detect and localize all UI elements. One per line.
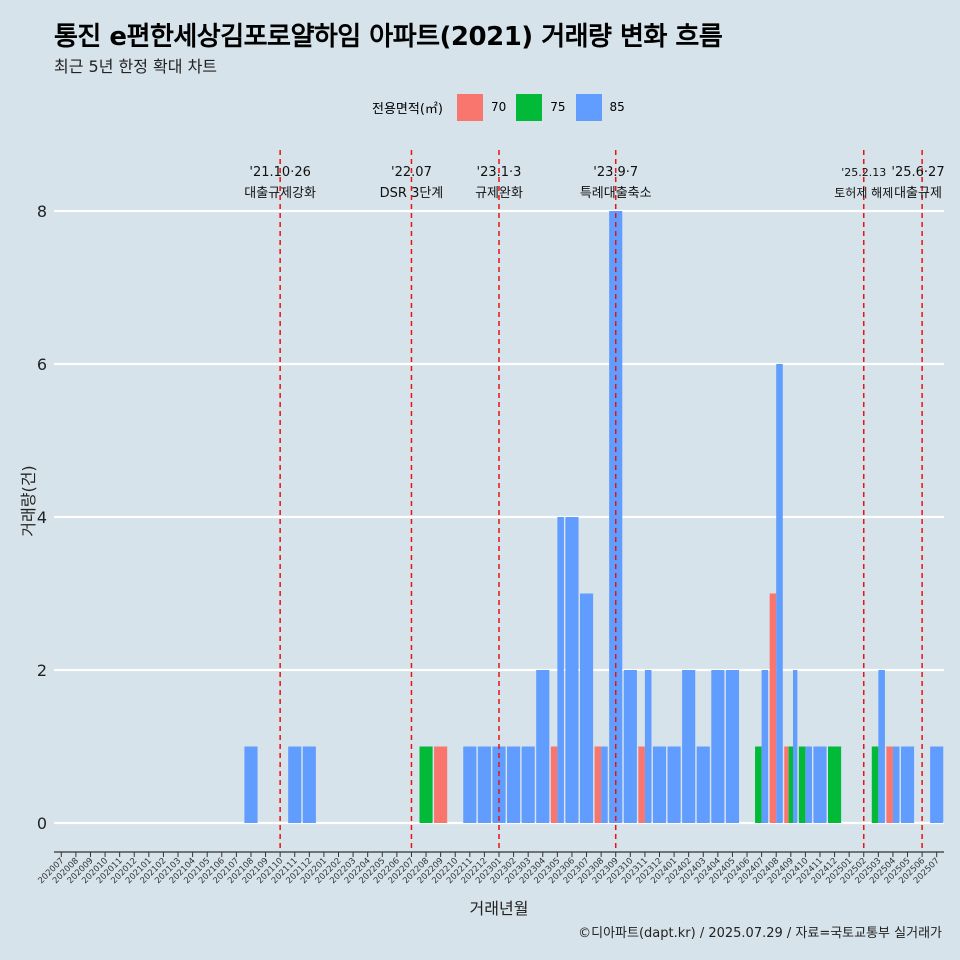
x-axis-title: 거래년월 xyxy=(470,899,529,918)
legend-item-85: 85 xyxy=(575,93,625,121)
bar-85-202112 xyxy=(302,746,316,823)
y-tick-label-8: 8 xyxy=(37,202,47,221)
y-tick-label-4: 4 xyxy=(37,508,47,527)
event-date-202506: '25.6·27 xyxy=(891,165,944,180)
legend-swatch-75 xyxy=(516,93,543,121)
bar-85-202407 xyxy=(761,670,769,823)
bar-85-202507 xyxy=(930,746,944,823)
event-date-202207: '22.07 xyxy=(391,165,432,180)
bar-85-202505 xyxy=(900,746,915,823)
event-label-202309: 특례대출축소 xyxy=(580,186,652,201)
bar-85-202211 xyxy=(463,746,477,823)
bar-85-202504 xyxy=(892,746,900,823)
event-date-202502: '25.2.13 xyxy=(841,166,886,179)
bar-85-202405 xyxy=(725,670,740,823)
bar-85-202503 xyxy=(878,670,885,823)
legend-swatch-85 xyxy=(575,93,602,121)
bar-85-202404 xyxy=(711,670,725,823)
bar-85-202304 xyxy=(536,670,550,823)
bar-85-202312 xyxy=(652,746,667,823)
legend-label-75: 75 xyxy=(550,100,566,114)
bar-75-202208 xyxy=(419,746,433,823)
bar-85-202212 xyxy=(477,746,491,823)
bar-70-202409 xyxy=(784,746,789,823)
event-label-202506: 대출규제 xyxy=(894,186,942,201)
bar-85-202307 xyxy=(579,593,594,823)
bar-85-202402 xyxy=(682,670,696,823)
bar-70-202308 xyxy=(594,746,602,823)
bar-85-202311 xyxy=(644,670,652,823)
bar-85-202309 xyxy=(609,211,623,823)
legend-item-75: 75 xyxy=(516,93,566,121)
bar-85-202111 xyxy=(288,746,302,823)
bar-85-202310 xyxy=(623,670,637,823)
bar-75-202409 xyxy=(788,746,793,823)
event-date-202301: '23.1·3 xyxy=(477,165,522,180)
bar-85-202305 xyxy=(557,517,564,823)
bar-85-202411 xyxy=(813,746,827,823)
legend-title: 전용면적(㎡) xyxy=(372,101,443,117)
bar-70-202305 xyxy=(550,746,558,823)
bar-70-202209 xyxy=(434,746,448,823)
bar-75-202410 xyxy=(798,746,806,823)
legend-swatch-70 xyxy=(456,93,483,121)
legend-label-85: 85 xyxy=(609,100,625,114)
bar-70-202311 xyxy=(638,746,645,823)
bar-70-202504 xyxy=(886,746,893,823)
legend: 전용면적(㎡) 70 75 85 xyxy=(372,92,635,122)
bar-85-202108 xyxy=(244,746,258,823)
event-date-202110: '21.10·26 xyxy=(249,165,310,180)
event-label-202301: 규제완화 xyxy=(475,186,523,201)
source-caption: ©디아파트(dapt.kr) / 2025.07.29 / 자료=국토교통부 실… xyxy=(578,926,942,941)
bar-70-202408 xyxy=(769,593,777,823)
bar-85-202302 xyxy=(507,746,521,823)
bar-85-202306 xyxy=(565,517,579,823)
event-label-202207: DSR 3단계 xyxy=(380,186,444,201)
bar-75-202503 xyxy=(871,746,879,823)
bar-75-202407 xyxy=(755,746,762,823)
bar-85-202409 xyxy=(792,670,798,823)
bar-85-202308 xyxy=(601,746,608,823)
event-label-202110: 대출규제강화 xyxy=(244,186,316,201)
bar-85-202403 xyxy=(696,746,710,823)
legend-label-70: 70 xyxy=(490,100,507,114)
event-date-202309: '23.9·7 xyxy=(593,165,638,180)
bar-75-202412 xyxy=(828,746,842,823)
bar-85-202401 xyxy=(667,746,681,823)
y-tick-label-2: 2 xyxy=(37,661,47,680)
chart-title: 통진 e편한세상김포로얄하임 아파트(2021) 거래량 변화 흐름 xyxy=(54,22,723,52)
y-tick-label-6: 6 xyxy=(37,355,47,374)
bar-85-202408 xyxy=(776,364,783,823)
bar-85-202410 xyxy=(805,746,812,823)
chart-subtitle: 최근 5년 한정 확대 차트 xyxy=(54,57,218,76)
bar-85-202303 xyxy=(521,746,535,823)
legend-item-70: 70 xyxy=(456,93,507,121)
y-tick-label-0: 0 xyxy=(37,814,47,833)
event-label-202502: 토허제 해제 xyxy=(834,186,893,200)
y-axis-title: 거래량(건) xyxy=(19,465,38,536)
